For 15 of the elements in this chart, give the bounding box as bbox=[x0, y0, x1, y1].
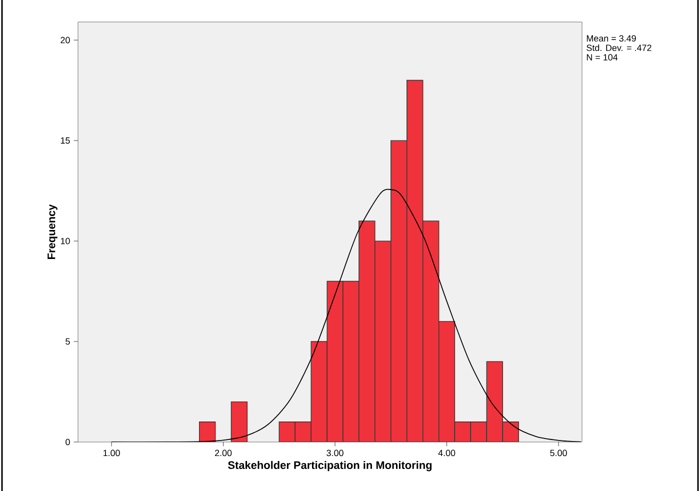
y-axis-title: Frequency bbox=[48, 204, 58, 259]
y-tick-label: 20 bbox=[60, 36, 70, 44]
x-tick-label: 4.00 bbox=[438, 450, 456, 456]
x-tick-label: 5.00 bbox=[550, 450, 567, 456]
y-tick-label: 0 bbox=[66, 438, 70, 446]
y-tick-label: 5 bbox=[66, 338, 70, 345]
y-tick-label: 15 bbox=[60, 137, 70, 144]
text: Std. Dev. = .472 bbox=[586, 44, 652, 52]
x-tick-label: 3.00 bbox=[326, 450, 344, 456]
x-tick-label: 1.00 bbox=[103, 450, 120, 456]
x-axis-title: Stakeholder Participation in Monitoring bbox=[228, 460, 432, 472]
text: N = 104 bbox=[586, 54, 618, 60]
text: Mean = 3.49 bbox=[586, 35, 636, 42]
x-tick-label: 2.00 bbox=[215, 450, 232, 456]
y-tick-label: 10 bbox=[60, 238, 70, 244]
